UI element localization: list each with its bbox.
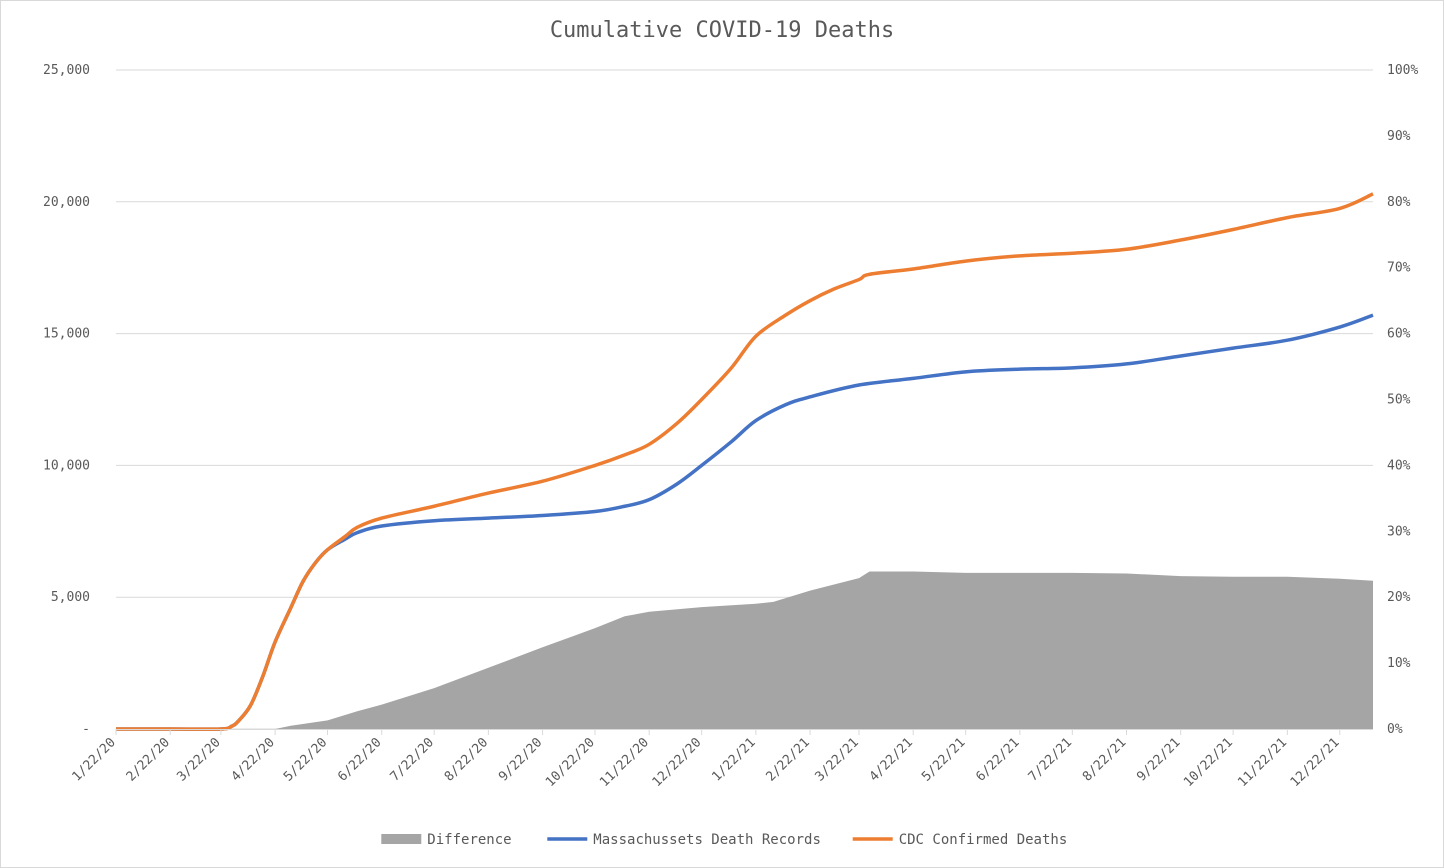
y-right-tick-label: 60%: [1387, 327, 1411, 342]
legend-label-difference: Difference: [427, 832, 511, 848]
x-tick-label: 6/22/21: [973, 735, 1022, 784]
x-tick-label: 1/22/21: [709, 735, 758, 784]
x-tick-label: 5/22/21: [919, 735, 968, 784]
y-left-tick-label: 20,000: [43, 195, 90, 210]
y-left-tick-label: 25,000: [43, 63, 90, 78]
y-left-tick-label: 5,000: [51, 590, 90, 605]
x-tick-label: 11/22/21: [1235, 735, 1290, 790]
x-tick-label: 10/22/20: [543, 735, 598, 790]
x-tick-label: 12/22/21: [1288, 735, 1343, 790]
x-tick-label: 9/22/20: [496, 735, 545, 784]
x-tick-label: 9/22/21: [1134, 735, 1183, 784]
y-right-tick-label: 20%: [1387, 590, 1411, 605]
y-right-tick-label: 30%: [1387, 524, 1411, 539]
x-tick-label: 10/22/21: [1181, 735, 1236, 790]
x-tick-label: 2/22/20: [124, 735, 173, 784]
x-tick-label: 1/22/20: [69, 735, 118, 784]
x-tick-label: 2/22/21: [764, 735, 813, 784]
cdc-confirmed-deaths-line: [116, 192, 1374, 731]
difference-area: [275, 571, 1373, 729]
x-tick-label: 6/22/20: [335, 735, 384, 784]
x-tick-label: 3/22/21: [812, 735, 861, 784]
y-left-tick-label: -: [82, 722, 90, 737]
series-lines-layer: [116, 192, 1374, 731]
legend-label-cdc-confirmed-deaths: CDC Confirmed Deaths: [899, 832, 1068, 848]
x-tick-label: 12/22/20: [650, 735, 705, 790]
x-tick-label: 3/22/20: [174, 735, 223, 784]
y-right-tick-label: 10%: [1387, 656, 1411, 671]
difference-area-layer: [275, 571, 1373, 729]
x-tick-label: 8/22/20: [442, 735, 491, 784]
y-right-tick-label: 40%: [1387, 458, 1411, 473]
chart-title: Cumulative COVID-19 Deaths: [550, 18, 894, 43]
y-right-tick-label: 50%: [1387, 393, 1411, 408]
y-right-tick-label: 0%: [1387, 722, 1403, 737]
x-tick-label: 4/22/20: [229, 735, 278, 784]
legend-label-massachussets-death-records: Massachussets Death Records: [593, 832, 821, 848]
legend-swatch-difference: [381, 834, 422, 844]
x-tick-label: 4/22/21: [867, 735, 916, 784]
x-tick-label: 8/22/21: [1080, 735, 1129, 784]
y-right-tick-label: 80%: [1387, 195, 1411, 210]
x-tick-label: 7/22/20: [388, 735, 437, 784]
y-right-tick-label: 90%: [1387, 129, 1411, 144]
x-tick-label: 7/22/21: [1026, 735, 1075, 784]
y-left-tick-label: 15,000: [43, 327, 90, 342]
y-right-tick-label: 100%: [1387, 63, 1418, 78]
x-tick-label: 11/22/20: [597, 735, 652, 790]
legend: Difference Massachussets Death Records CDC…: [381, 832, 1067, 848]
y-left-tick-label: 10,000: [43, 458, 90, 473]
y-right-tick-label: 70%: [1387, 261, 1411, 276]
x-tick-label: 5/22/20: [281, 735, 330, 784]
